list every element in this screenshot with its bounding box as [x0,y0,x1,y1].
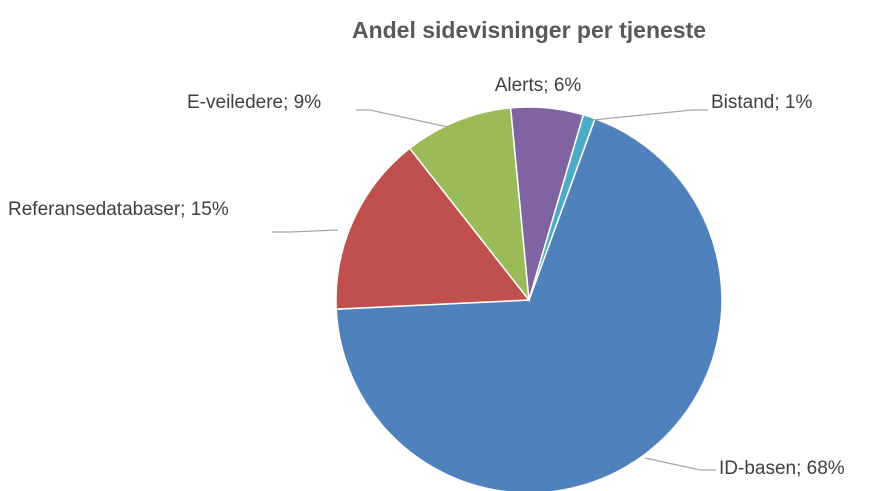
pie-slice [528,113,596,301]
leader-line [272,229,339,233]
leader-line [356,109,449,128]
data-label: E-veiledere; 9% [187,92,321,113]
leader-line [644,457,716,471]
pie-slice [335,147,531,310]
data-label: Referansedatabaser; 15% [8,199,229,220]
pie-slice [335,117,723,491]
data-label: Alerts; 6% [495,75,582,96]
pie-slice [408,107,530,303]
leader-line [592,109,708,121]
chart-title: Andel sidevisninger per tjeneste [352,17,706,43]
data-label: ID-basen; 68% [719,458,845,479]
data-label: Bistand; 1% [711,92,812,113]
